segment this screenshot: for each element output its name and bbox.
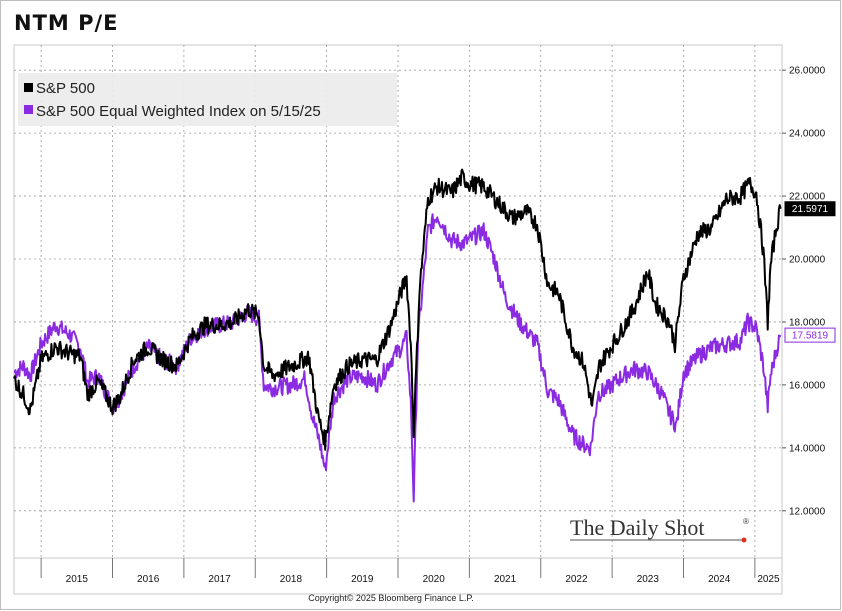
grid-lines: [14, 45, 782, 558]
watermark-registered-mark: ®: [743, 517, 749, 526]
legend-swatch-sp500: [24, 83, 33, 92]
y-tick-label: 26.0000: [789, 66, 826, 77]
chart-title: NTM P/E: [14, 11, 119, 35]
x-tick-label: 2018: [280, 574, 303, 585]
y-tick-label: 22.0000: [789, 192, 826, 203]
watermark-dot: [741, 537, 747, 543]
x-tick-label: 2015: [66, 574, 89, 585]
last-value-label-equal-weight: 17.5819: [792, 331, 829, 342]
legend-label-sp500: S&P 500: [36, 80, 95, 97]
last-value-tag-sp500: [784, 201, 836, 217]
copyright-text: Copyright© 2025 Bloomberg Finance L.P.: [308, 593, 474, 603]
x-tick-label: 2019: [351, 574, 374, 585]
last-value-label-sp500: 21.5971: [792, 204, 829, 215]
y-tick-label: 18.0000: [789, 317, 826, 328]
x-tick-label: 2023: [637, 574, 660, 585]
x-tick-label: 2016: [137, 574, 160, 585]
x-tick-label: 2022: [565, 574, 588, 585]
x-tick-label: 2017: [208, 574, 231, 585]
y-tick-label: 20.0000: [789, 255, 826, 266]
y-tick-label: 16.0000: [789, 380, 826, 391]
watermark-text: The Daily Shot: [570, 515, 704, 540]
y-tick-label: 12.0000: [789, 506, 826, 517]
x-tick-label: 2020: [423, 574, 446, 585]
x-axis: 2015 2016 2017 2018 2019 2020 2021 2022 2023 2024…: [40, 558, 780, 585]
last-value-tags: 21.5971 17.5819: [784, 201, 836, 343]
x-tick-label: 2024: [708, 574, 731, 585]
legend-label-equal-weight: S&P 500 Equal Weighted Index on 5/15/25: [36, 103, 321, 120]
legend-box: [18, 73, 397, 126]
y-tick-label: 14.0000: [789, 443, 826, 454]
y-axis: 26.0000 24.0000 22.0000 20.0000 18.0000 16.00…: [782, 66, 826, 517]
legend-swatch-equal-weight: [24, 105, 33, 114]
series-layer: [13, 168, 782, 503]
series-line-sp500: [13, 168, 782, 451]
x-tick-label: 2025: [757, 574, 780, 585]
last-value-tag-equal-weight: [784, 327, 836, 343]
x-tick-label: 2021: [494, 574, 517, 585]
y-tick-label: 24.0000: [789, 129, 826, 140]
